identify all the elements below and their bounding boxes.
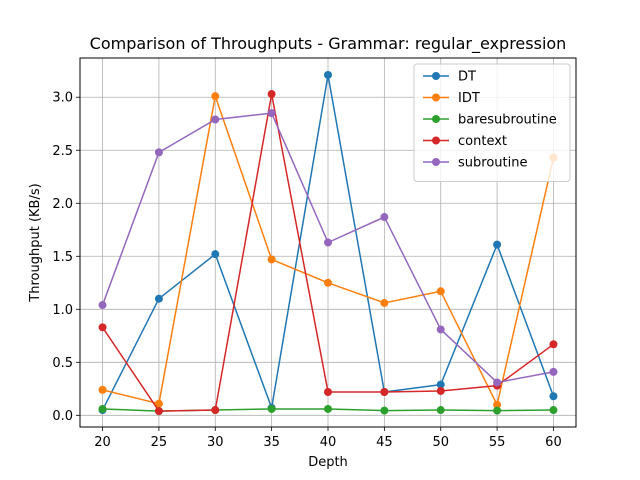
x-axis-label: Depth [308,455,348,470]
data-point [98,385,107,394]
data-point [549,406,558,415]
data-point [211,406,220,415]
legend-swatch-marker [432,72,440,80]
x-tick-label: 40 [320,435,337,450]
axis-ticks: 20 25 30 35 40 45 50 55 60 0.0 0.5 1.0 1.5 2.0 2.5 3.0 [52,91,561,450]
series-subroutine [98,109,558,387]
chart-title: Comparison of Throughputs - Grammar: reg… [90,34,567,54]
data-point [380,298,389,307]
series-lines [98,70,558,416]
data-point [324,278,332,287]
legend-box [413,63,571,182]
y-tick-label: 2.0 [52,197,73,212]
legend-entry-context: context [423,134,507,149]
data-point [211,92,220,101]
data-point [380,213,389,222]
data-point [211,115,220,124]
series-context [98,90,558,416]
y-tick-label: 1.0 [52,303,73,318]
x-tick-label: 20 [94,435,111,450]
legend-label: subroutine [458,156,527,171]
data-point [267,109,276,118]
data-point [493,378,502,387]
data-point [211,250,220,259]
data-point [549,367,558,376]
data-point [436,325,445,334]
data-point [493,240,502,249]
legend-entry-IDT: IDT [423,91,480,106]
x-tick-label: 30 [207,435,224,450]
legend-swatch-marker [432,115,440,123]
data-point [436,287,445,296]
x-tick-label: 35 [263,435,280,450]
data-point [154,399,163,408]
legend-swatch-marker [432,93,440,102]
y-axis-label: Throughput (KB/s) [28,183,43,302]
x-tick-label: 60 [545,435,562,450]
data-point [267,404,276,413]
data-point [267,90,276,99]
legend: DT IDT baresubroutine context subroutine [413,63,571,182]
data-point [380,388,389,397]
legend-swatch-marker [432,158,440,166]
data-point [493,400,502,409]
data-point [98,404,107,413]
data-point [98,301,107,310]
data-point [549,392,558,401]
y-tick-label: 2.5 [52,144,73,159]
data-point [267,255,276,264]
legend-label: baresubroutine [458,113,557,128]
x-tick-label: 45 [376,435,393,450]
data-point [436,386,445,395]
y-tick-label: 0.0 [52,409,73,424]
legend-label: context [458,134,507,149]
data-point [324,404,332,413]
data-point [380,406,389,415]
y-tick-label: 0.5 [52,356,73,371]
legend-entry-DT: DT [423,70,476,85]
legend-label: DT [458,70,476,85]
data-point [324,70,332,79]
legend-entry-subroutine: subroutine [423,156,527,171]
legend-entry-baresubroutine: baresubroutine [423,113,557,128]
data-point [436,406,445,415]
data-point [98,323,107,332]
x-tick-label: 55 [489,435,506,450]
y-tick-label: 3.0 [52,91,73,106]
legend-swatch-marker [432,136,440,145]
data-point [549,340,558,349]
x-tick-label: 50 [432,435,449,450]
x-tick-label: 25 [151,435,168,450]
data-point [324,388,332,397]
data-point [324,238,332,247]
y-tick-label: 1.5 [52,250,73,265]
legend-label: IDT [458,91,480,106]
data-point [154,294,163,303]
data-point [436,380,445,389]
data-point [154,148,163,157]
data-point [154,407,163,416]
data-point [493,406,502,415]
